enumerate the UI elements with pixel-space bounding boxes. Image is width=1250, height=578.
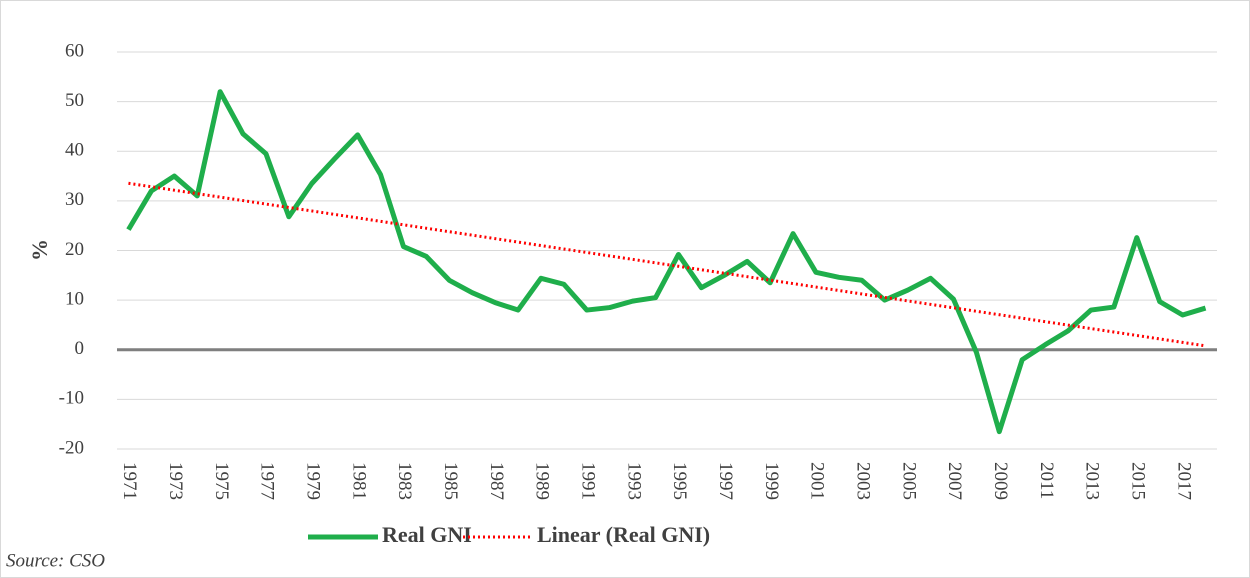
y-tick-label: -10 (59, 388, 84, 409)
x-tick-label: 2017 (1173, 462, 1194, 500)
y-tick-label: 0 (75, 338, 85, 359)
x-tick-label: 2013 (1082, 462, 1103, 500)
x-tick-label: 1993 (623, 462, 644, 500)
x-tick-label: 1981 (348, 462, 369, 500)
y-tick-label: 10 (65, 288, 84, 309)
x-tick-label: 1971 (119, 462, 140, 500)
y-tick-label: 30 (65, 189, 84, 210)
y-tick-label: 50 (65, 90, 84, 111)
x-tick-label: 1991 (577, 462, 598, 500)
x-tick-label: 1989 (532, 462, 553, 500)
y-tick-label: 40 (65, 140, 84, 161)
x-tick-label: 1979 (302, 462, 323, 500)
x-tick-label: 1975 (211, 462, 232, 500)
legend-label: Linear (Real GNI) (537, 522, 710, 547)
y-tick-label: 20 (65, 239, 84, 260)
source-note: Source: CSO (6, 550, 105, 571)
y-axis-label: % (27, 239, 52, 261)
y-tick-label: -20 (59, 437, 84, 458)
x-tick-label: 1987 (486, 462, 507, 500)
data-line (126, 89, 1207, 435)
x-tick-label: 1985 (440, 462, 461, 500)
x-tick-label: 1977 (257, 462, 278, 500)
x-tick-label: 1995 (669, 462, 690, 500)
x-tick-label: 2011 (1036, 462, 1057, 499)
x-tick-label: 1973 (165, 462, 186, 500)
x-tick-label: 2001 (807, 462, 828, 500)
x-tick-label: 1983 (394, 462, 415, 500)
x-tick-label: 2005 (898, 462, 919, 500)
x-tick-label: 1999 (761, 462, 782, 500)
legend-label: Real GNI (382, 522, 472, 547)
trend-line (128, 181, 1206, 348)
y-tick-label: 60 (65, 40, 84, 61)
x-tick-label: 2003 (852, 462, 873, 500)
x-tick-label: 1997 (715, 462, 736, 500)
x-tick-label: 2007 (944, 462, 965, 500)
x-tick-label: 2015 (1127, 462, 1148, 500)
x-tick-label: 2009 (990, 462, 1011, 500)
